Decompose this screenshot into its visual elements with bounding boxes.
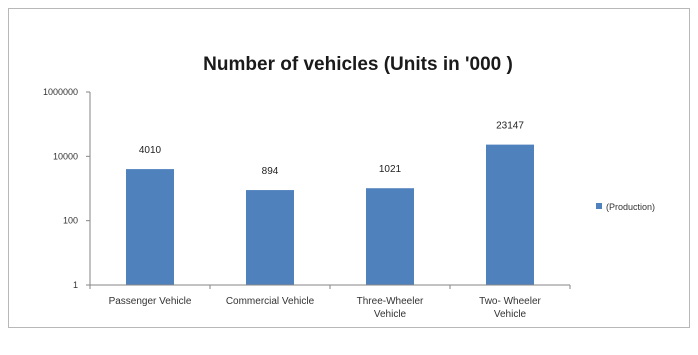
data-label: 4010	[139, 145, 162, 156]
bar	[246, 190, 294, 285]
y-tick-label: 1000000	[43, 87, 78, 97]
legend-label: (Production)	[606, 202, 655, 212]
data-label: 894	[262, 166, 279, 177]
y-axis: 1 100 10000 1000000	[43, 87, 91, 290]
y-tick-label: 100	[63, 216, 78, 226]
chart-frame	[8, 8, 690, 328]
x-tick-label: Passenger Vehicle	[109, 296, 192, 307]
legend: (Production)	[596, 202, 655, 212]
y-tick-label: 10000	[53, 151, 78, 161]
legend-swatch	[596, 203, 602, 209]
bar	[486, 144, 534, 285]
x-tick-label: Vehicle	[494, 309, 527, 320]
data-label: 23147	[496, 121, 524, 132]
x-tick-label: Commercial Vehicle	[226, 296, 315, 307]
bar	[366, 188, 414, 285]
bar	[126, 169, 174, 285]
x-tick-label: Three-Wheeler	[357, 296, 424, 307]
bars: 4010 894 1021 23147	[126, 121, 534, 285]
chart-title: Number of vehicles (Units in '000 )	[203, 54, 513, 75]
x-axis: Passenger Vehicle Commercial Vehicle Three…	[89, 284, 571, 320]
x-tick-label: Vehicle	[374, 309, 407, 320]
x-tick-label: Two- Wheeler	[479, 296, 541, 307]
y-tick-label: 1	[73, 280, 78, 290]
data-label: 1021	[379, 164, 402, 175]
